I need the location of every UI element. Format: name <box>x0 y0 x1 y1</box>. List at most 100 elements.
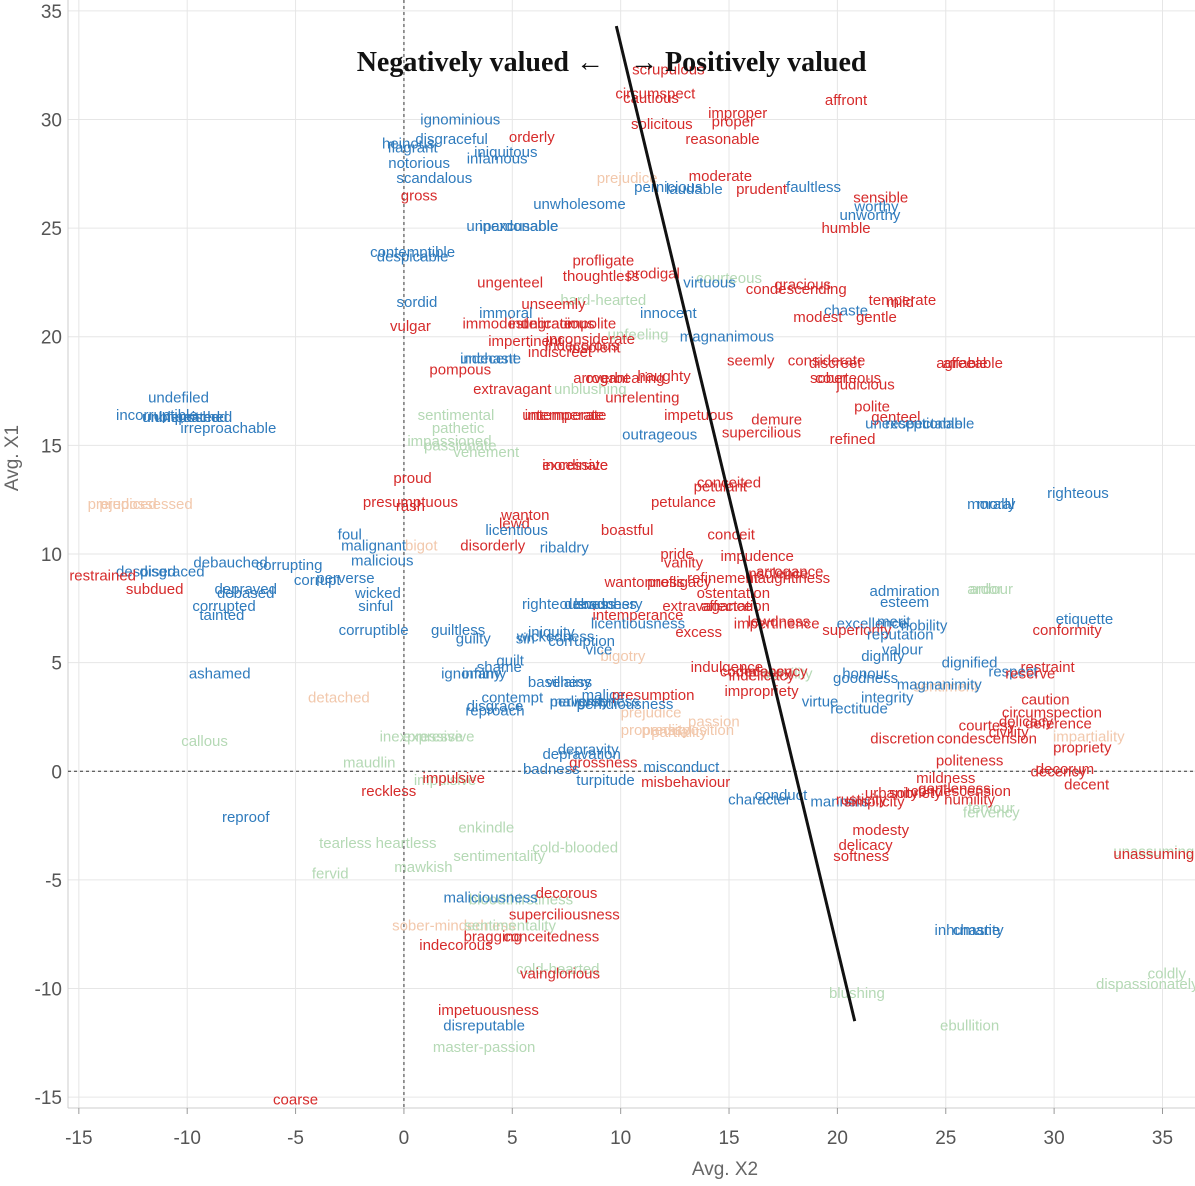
point-label: humility <box>944 791 995 808</box>
point-label: irreproachable <box>180 420 276 437</box>
point-label: sober-mindedness <box>392 918 515 935</box>
point-label: unseemly <box>521 296 586 313</box>
point-label: haughtiness <box>749 570 830 587</box>
point-label: integrity <box>861 689 914 706</box>
point-label: propensity <box>621 722 691 739</box>
point-label: sentimental <box>418 407 495 424</box>
point-label: nobility <box>901 618 948 635</box>
point-label: discreet <box>809 355 862 372</box>
point-label: impudence <box>721 548 794 565</box>
point-label: ignominious <box>420 111 500 128</box>
point-label: arrogant <box>573 370 630 387</box>
point-label: master-passion <box>433 1039 536 1056</box>
point-label: merit <box>877 613 911 630</box>
point-label: delicacy <box>838 837 893 854</box>
point-label: impolite <box>564 316 616 333</box>
point-label: indulgence <box>691 659 764 676</box>
point-label: bigotry <box>600 648 646 665</box>
point-label: subdued <box>126 581 184 598</box>
point-label: manners <box>810 794 868 811</box>
point-label: discretion <box>870 731 934 748</box>
point-label: depravity <box>558 742 619 759</box>
x-tick-label: 10 <box>610 1128 631 1149</box>
point-label: chastity <box>953 922 1004 939</box>
point-label: untemperate <box>522 407 606 424</box>
point-label: inexcusable <box>479 218 558 235</box>
point-label: fervency <box>963 805 1020 822</box>
point-label: orderly <box>509 129 555 146</box>
point-label: licentiousness <box>591 616 685 633</box>
point-label: malignant <box>341 537 407 554</box>
point-label: courtesy <box>959 718 1016 735</box>
point-label: dispassionately <box>1096 976 1195 993</box>
point-label: disgraceful <box>415 131 488 148</box>
point-label: enkindle <box>458 820 514 837</box>
point-label: esteem <box>880 594 929 611</box>
point-label: unassuming <box>1113 844 1194 861</box>
point-label: delicacy <box>999 713 1054 730</box>
point-label: misbehaviour <box>641 774 730 791</box>
point-label: indecorous <box>419 937 492 954</box>
point-label: magnanimous <box>680 329 774 346</box>
point-label: impassioned <box>407 433 491 450</box>
point-label: proud <box>393 470 431 487</box>
point-label: worthy <box>853 198 899 215</box>
point-label: coarse <box>273 1091 318 1108</box>
point-label: unblushing <box>554 381 627 398</box>
x-tick-label: 15 <box>718 1128 739 1149</box>
word-points: ferventprejudicecourteoushard-heartedunf… <box>69 62 1195 1109</box>
point-label: passionate <box>424 437 497 454</box>
point-label: inordinate <box>542 457 608 474</box>
point-label: modesty <box>852 822 909 839</box>
point-label: sobriety <box>889 785 942 802</box>
point-label: urbanity <box>865 785 919 802</box>
point-label: heartless <box>376 835 437 852</box>
point-label: indelicacy <box>729 668 795 685</box>
reference-lines <box>68 0 1195 1108</box>
point-label: partiality <box>651 724 707 741</box>
y-tick-label: -5 <box>45 871 62 892</box>
point-label: respect <box>988 663 1038 680</box>
point-label: reckless <box>361 783 416 800</box>
point-label: ashamed <box>189 665 251 682</box>
point-label: malignity <box>550 694 610 711</box>
point-label: rash <box>396 498 425 515</box>
point-label: reputation <box>867 626 934 643</box>
point-label: profligacy <box>647 574 712 591</box>
point-label: infamous <box>467 151 528 168</box>
x-tick-label: -15 <box>65 1128 92 1149</box>
point-label: virtue <box>802 694 839 711</box>
point-label: prejudice <box>621 705 682 722</box>
point-label: licentious <box>485 522 548 539</box>
point-label: ebullition <box>940 1017 999 1034</box>
point-label: malice <box>582 687 625 704</box>
point-label: guilty <box>456 631 492 648</box>
point-label: condescending <box>746 281 847 298</box>
point-label: righteous <box>1047 485 1109 502</box>
point-label: conceit <box>707 526 755 543</box>
x-tick-label: -10 <box>173 1128 200 1149</box>
point-label: circumspection <box>1002 705 1102 722</box>
point-label: ignominy <box>441 665 502 682</box>
point-label: ardour <box>970 581 1013 598</box>
point-label: morally <box>967 496 1016 513</box>
point-label: unimpeached <box>142 409 232 426</box>
y-tick-labels: -15 -10 -5 0 5 10 15 20 25 30 35 <box>35 2 62 1109</box>
point-label: callous <box>181 733 228 750</box>
point-label: affront <box>825 92 868 109</box>
x-tick-label: 35 <box>1152 1128 1173 1149</box>
point-label: detached <box>308 689 370 706</box>
point-label: pompous <box>429 361 491 378</box>
point-label: bloodthirstiness <box>469 891 573 908</box>
point-label: sordid <box>397 294 438 311</box>
point-label: innocent <box>640 305 698 322</box>
point-label: tainted <box>199 607 244 624</box>
point-label: undefiled <box>148 390 209 407</box>
point-label: hard-hearted <box>560 292 646 309</box>
point-label: condescension <box>937 731 1037 748</box>
point-label: corrupted <box>192 598 255 615</box>
point-label: ribaldry <box>540 539 590 556</box>
point-label: outrageous <box>622 427 697 444</box>
point-label: lewd <box>499 516 530 533</box>
